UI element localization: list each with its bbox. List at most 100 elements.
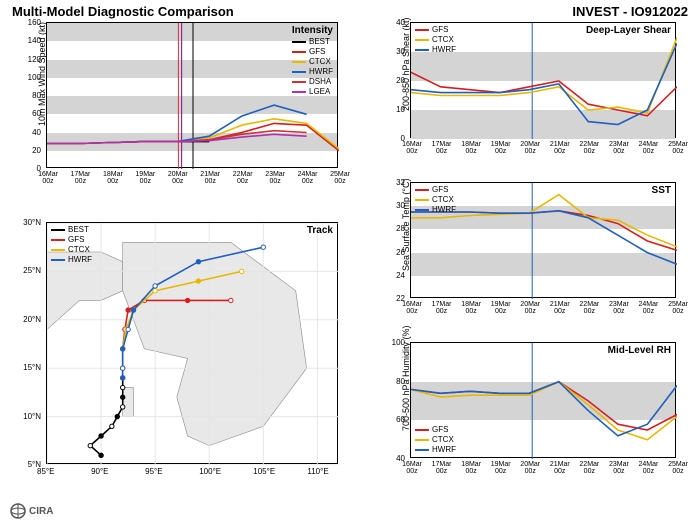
- track-plot: Track BESTGFSCTCXHWRF 85°E90°E95°E100°E1…: [46, 222, 338, 464]
- xtick-label: 25Mar00z: [665, 461, 691, 475]
- legend-item: LGEA: [292, 87, 333, 97]
- xtick-label: 17Mar00z: [429, 141, 455, 155]
- legend-item: CTCX: [51, 245, 92, 255]
- intensity-title: Intensity: [292, 25, 333, 36]
- xtick-label: 25Mar00z: [327, 171, 353, 185]
- cira-logo: CIRA: [10, 503, 53, 519]
- ytick-label: 30: [396, 47, 405, 56]
- xtick-label: 110°E: [307, 467, 328, 476]
- ytick-label: 80: [32, 91, 41, 100]
- ytick-label: 20: [396, 76, 405, 85]
- ytick-label: 60: [396, 415, 405, 424]
- ytick-label: 60: [32, 109, 41, 118]
- ytick-label: 5°N: [28, 460, 41, 469]
- legend-item: HWRF: [415, 205, 456, 215]
- xtick-label: 18Mar00z: [100, 171, 126, 185]
- xtick-label: 20Mar00z: [517, 461, 543, 475]
- xtick-label: 25Mar00z: [665, 141, 691, 155]
- xtick-label: 22Mar00z: [230, 171, 256, 185]
- legend-item: HWRF: [415, 445, 456, 455]
- sst-plot: SST GFSCTCXHWRF 22242628303216Mar00z17Ma…: [410, 182, 676, 298]
- legend-item: HWRF: [415, 45, 456, 55]
- legend-item: CTCX: [415, 435, 456, 445]
- globe-icon: [10, 503, 26, 519]
- xtick-label: 16Mar00z: [399, 141, 425, 155]
- legend-item: CTCX: [415, 195, 456, 205]
- ytick-label: 30°N: [23, 218, 41, 227]
- legend-item: CTCX: [415, 35, 456, 45]
- xtick-label: 22Mar00z: [576, 301, 602, 315]
- xtick-label: 22Mar00z: [576, 461, 602, 475]
- xtick-label: 18Mar00z: [458, 301, 484, 315]
- legend-item: CTCX: [292, 57, 333, 67]
- xtick-label: 21Mar00z: [547, 461, 573, 475]
- legend-item: HWRF: [51, 255, 92, 265]
- rh-panel: 700-500 hPa Humidity (%) Mid-Level RH GF…: [410, 342, 680, 482]
- xtick-label: 22Mar00z: [576, 141, 602, 155]
- legend-item: GFS: [292, 47, 333, 57]
- ytick-label: 32: [396, 178, 405, 187]
- xtick-label: 23Mar00z: [262, 171, 288, 185]
- track-title: Track: [307, 225, 333, 236]
- xtick-label: 19Mar00z: [488, 461, 514, 475]
- legend-item: DSHA: [292, 77, 333, 87]
- legend-item: HWRF: [292, 67, 333, 77]
- xtick-label: 20Mar00z: [517, 301, 543, 315]
- xtick-label: 17Mar00z: [67, 171, 93, 185]
- ytick-label: 40: [396, 18, 405, 27]
- diagnostic-dashboard: Multi-Model Diagnostic Comparison INVEST…: [0, 0, 700, 525]
- xtick-label: 24Mar00z: [635, 301, 661, 315]
- title-right: INVEST - IO912022: [572, 4, 688, 19]
- logo-text: CIRA: [29, 506, 53, 517]
- xtick-label: 24Mar00z: [635, 461, 661, 475]
- xtick-label: 20Mar00z: [517, 141, 543, 155]
- xtick-label: 24Mar00z: [295, 171, 321, 185]
- ytick-label: 20°N: [23, 315, 41, 324]
- xtick-label: 25Mar00z: [665, 301, 691, 315]
- ytick-label: 10: [396, 105, 405, 114]
- legend-item: GFS: [415, 425, 456, 435]
- ytick-label: 28: [396, 224, 405, 233]
- xtick-label: 95°E: [145, 467, 162, 476]
- intensity-plot: Intensity BESTGFSCTCXHWRFDSHALGEA 020406…: [46, 22, 338, 168]
- ytick-label: 40: [32, 128, 41, 137]
- shear-title: Deep-Layer Shear: [586, 25, 671, 36]
- xtick-label: 21Mar00z: [547, 301, 573, 315]
- ytick-label: 24: [396, 271, 405, 280]
- ytick-label: 100: [392, 338, 405, 347]
- xtick-label: 16Mar00z: [399, 461, 425, 475]
- xtick-label: 23Mar00z: [606, 461, 632, 475]
- sst-legend: GFSCTCXHWRF: [415, 185, 456, 215]
- xtick-label: 20Mar00z: [165, 171, 191, 185]
- sst-panel: Sea Surface Temp (°C) SST GFSCTCXHWRF 22…: [410, 182, 680, 322]
- header: Multi-Model Diagnostic Comparison INVEST…: [0, 0, 700, 19]
- xtick-label: 18Mar00z: [458, 141, 484, 155]
- ytick-label: 160: [28, 18, 41, 27]
- shear-legend: GFSCTCXHWRF: [415, 25, 456, 55]
- ytick-label: 30: [396, 201, 405, 210]
- shear-panel: 200-850 hPa Shear (kt) Deep-Layer Shear …: [410, 22, 680, 162]
- track-panel: Track BESTGFSCTCXHWRF 85°E90°E95°E100°E1…: [46, 222, 342, 482]
- ytick-label: 10°N: [23, 412, 41, 421]
- track-legend: BESTGFSCTCXHWRF: [51, 225, 92, 265]
- xtick-label: 18Mar00z: [458, 461, 484, 475]
- rh-legend: GFSCTCXHWRF: [415, 425, 456, 455]
- legend-item: BEST: [292, 37, 333, 47]
- title-left: Multi-Model Diagnostic Comparison: [12, 4, 234, 19]
- ytick-label: 140: [28, 36, 41, 45]
- ytick-label: 80: [396, 377, 405, 386]
- xtick-label: 23Mar00z: [606, 141, 632, 155]
- xtick-label: 16Mar00z: [399, 301, 425, 315]
- legend-item: BEST: [51, 225, 92, 235]
- ytick-label: 120: [28, 55, 41, 64]
- xtick-label: 19Mar00z: [488, 301, 514, 315]
- legend-item: GFS: [51, 235, 92, 245]
- ytick-label: 25°N: [23, 266, 41, 275]
- rh-plot: Mid-Level RH GFSCTCXHWRF 40608010016Mar0…: [410, 342, 676, 458]
- xtick-label: 21Mar00z: [197, 171, 223, 185]
- legend-item: GFS: [415, 25, 456, 35]
- ytick-label: 100: [28, 73, 41, 82]
- xtick-label: 100°E: [199, 467, 221, 476]
- ytick-label: 20: [32, 146, 41, 155]
- xtick-label: 24Mar00z: [635, 141, 661, 155]
